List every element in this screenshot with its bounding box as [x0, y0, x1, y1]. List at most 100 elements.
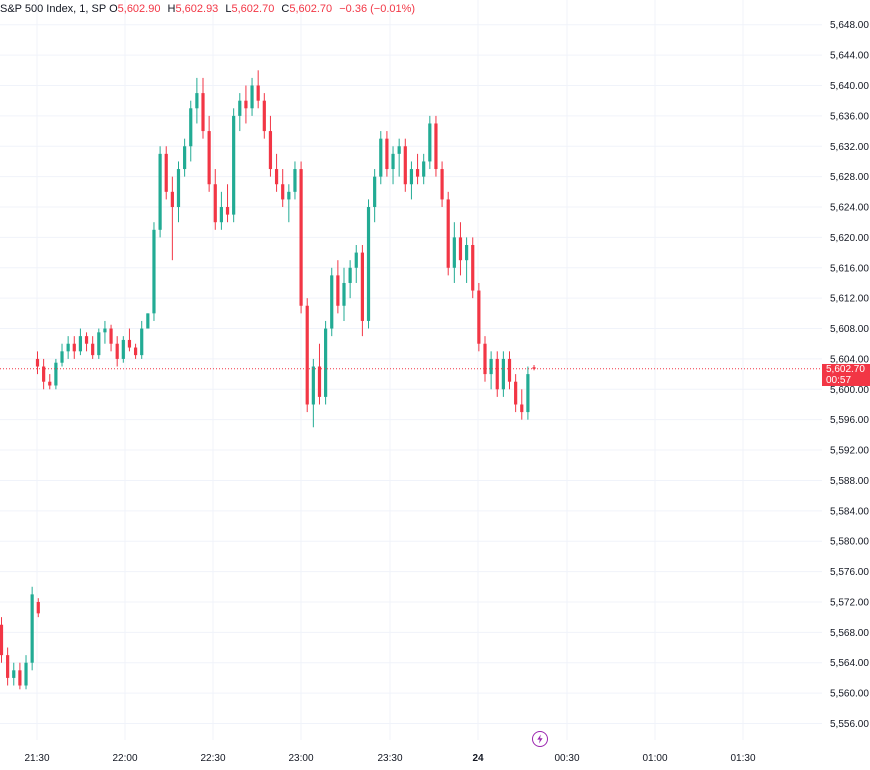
y-tick-label: 5,584.00 — [830, 506, 869, 517]
candle-body — [305, 305, 309, 405]
y-tick-label: 5,644.00 — [830, 51, 869, 62]
x-tick-label: 21:30 — [24, 753, 49, 764]
candle-body — [415, 169, 420, 177]
candle — [526, 366, 530, 420]
candle — [66, 336, 70, 359]
candle — [48, 374, 52, 390]
y-tick-label: 5,628.00 — [830, 172, 869, 183]
candle-body — [354, 252, 358, 268]
candle — [189, 100, 193, 162]
candle-body — [164, 153, 168, 192]
close-value: 5,602.70 — [289, 3, 333, 15]
change-value: −0.36 (−0.01%) — [339, 3, 416, 15]
x-tick-label: 22:00 — [112, 753, 137, 764]
candle-body — [452, 237, 456, 268]
y-tick-label: 5,624.00 — [830, 203, 869, 214]
lightning-bolt-icon[interactable] — [532, 731, 548, 747]
axes: 5,556.00 5,560.00 5,564.00 5,568.00 5,572.00… — [24, 20, 869, 764]
candle — [97, 328, 101, 359]
candle-body — [146, 313, 150, 329]
candle — [109, 324, 113, 352]
candle-body — [268, 131, 273, 170]
candle-body — [54, 362, 58, 386]
open-label: O — [109, 3, 118, 15]
candle-body — [465, 244, 469, 261]
y-tick-label: 5,564.00 — [830, 658, 869, 669]
candle-body — [97, 332, 101, 356]
candle — [366, 199, 371, 329]
close-label: C — [281, 3, 290, 15]
candle — [250, 77, 254, 116]
candle — [520, 389, 524, 420]
candle-body — [133, 347, 138, 356]
candle-body — [471, 244, 475, 291]
candle-body — [91, 343, 95, 356]
x-tick-label: 24 — [472, 753, 484, 764]
candle-body — [140, 328, 144, 356]
candle-body — [477, 290, 481, 344]
candle — [287, 184, 291, 223]
candle-body — [6, 655, 10, 678]
x-tick-label: 23:30 — [377, 753, 402, 764]
candle-body — [489, 358, 493, 375]
candle-body — [274, 169, 279, 185]
candle — [281, 169, 285, 208]
candle-body — [262, 100, 266, 132]
y-tick-label: 5,600.00 — [830, 385, 869, 396]
candle-body — [501, 358, 505, 390]
candle — [299, 161, 303, 314]
candle-body — [434, 123, 438, 170]
y-tick-label: 5,592.00 — [830, 446, 869, 457]
y-tick-label: 5,632.00 — [830, 142, 869, 153]
candle — [330, 267, 334, 337]
y-tick-label: 5,648.00 — [830, 20, 869, 31]
candle — [385, 131, 389, 177]
candle-body — [18, 670, 22, 686]
candle — [158, 146, 162, 238]
candle — [6, 647, 10, 686]
candle — [219, 191, 223, 230]
low-label: L — [225, 3, 232, 15]
candle-body — [103, 328, 107, 333]
candle — [440, 161, 444, 208]
candle — [317, 343, 322, 405]
candle-body — [299, 169, 303, 306]
candle-body — [127, 339, 132, 348]
candle — [256, 70, 260, 109]
candle — [483, 336, 487, 382]
x-tick-label: 23:00 — [288, 753, 313, 764]
candle — [213, 169, 217, 230]
y-tick-label: 5,568.00 — [830, 628, 869, 639]
candle-body — [336, 275, 340, 306]
y-tick-label: 5,560.00 — [830, 689, 869, 700]
candle-body — [238, 100, 242, 116]
candle-body — [24, 662, 28, 686]
y-tick-label: 5,640.00 — [830, 81, 869, 92]
candle — [465, 237, 469, 283]
candle — [170, 176, 174, 261]
candle — [305, 298, 309, 413]
candle-body — [158, 153, 162, 230]
x-tick-label: 22:30 — [200, 753, 225, 764]
candle-body — [532, 367, 536, 369]
candle — [348, 260, 352, 299]
x-tick-label: 01:00 — [642, 753, 667, 764]
candle-body — [201, 93, 205, 132]
candle — [201, 77, 205, 139]
candle-body — [495, 358, 499, 390]
candle-body — [422, 161, 426, 177]
candle — [477, 282, 481, 352]
last-price-value: 5,602.70 — [826, 364, 865, 375]
candle — [428, 115, 432, 170]
candle-body — [391, 153, 395, 170]
candle-body — [12, 670, 16, 678]
candle-body — [207, 131, 211, 185]
candle — [458, 222, 463, 276]
y-tick-label: 5,588.00 — [830, 476, 869, 487]
candle — [30, 586, 34, 671]
candle — [274, 153, 279, 192]
last-price-tag: 5,602.70 00:57 — [822, 364, 870, 386]
candle — [60, 343, 64, 367]
